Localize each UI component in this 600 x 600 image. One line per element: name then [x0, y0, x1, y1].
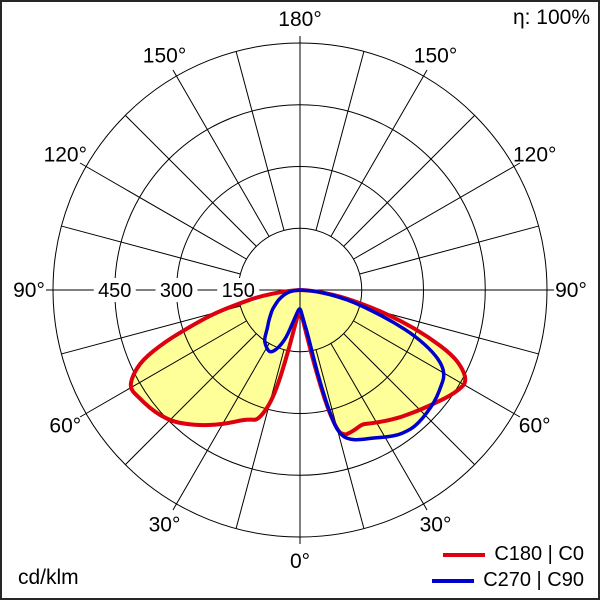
svg-text:30°: 30°: [420, 514, 452, 537]
svg-text:150: 150: [222, 280, 255, 302]
unit-label: cd/klm: [18, 566, 79, 589]
angle-tick-labels: 0° 30° 30° 60° 60° 90° 90° 120° 120° 150° 150° 180°: [13, 8, 587, 573]
svg-text:60°: 60°: [519, 415, 551, 438]
curve-c270-c90: [262, 288, 446, 442]
svg-text:450: 450: [98, 280, 131, 302]
polar-grid: [46, 36, 554, 544]
efficiency-label: η: 100%: [512, 6, 590, 29]
legend-line-blue-icon: [432, 578, 475, 583]
svg-text:150°: 150°: [414, 44, 457, 67]
legend-line-red-icon: [443, 552, 486, 557]
svg-text:30°: 30°: [149, 514, 181, 537]
svg-text:90°: 90°: [555, 279, 587, 302]
radial-tick-labels: 150 300 450: [93, 278, 260, 302]
svg-text:0°: 0°: [290, 550, 310, 573]
svg-text:60°: 60°: [49, 415, 81, 438]
svg-text:180°: 180°: [278, 8, 321, 31]
legend: C180 | C0 C270 | C90: [432, 542, 584, 593]
legend-item-c180-c0: C180 | C0: [443, 542, 584, 567]
svg-text:120°: 120°: [513, 144, 556, 167]
svg-text:150°: 150°: [143, 44, 186, 67]
svg-text:300: 300: [160, 280, 193, 302]
legend-label-c180-c0: C180 | C0: [494, 543, 584, 565]
legend-label-c270-c90: C270 | C90: [483, 569, 584, 591]
svg-text:90°: 90°: [13, 279, 45, 302]
legend-item-c270-c90: C270 | C90: [432, 568, 584, 593]
svg-text:120°: 120°: [44, 144, 87, 167]
